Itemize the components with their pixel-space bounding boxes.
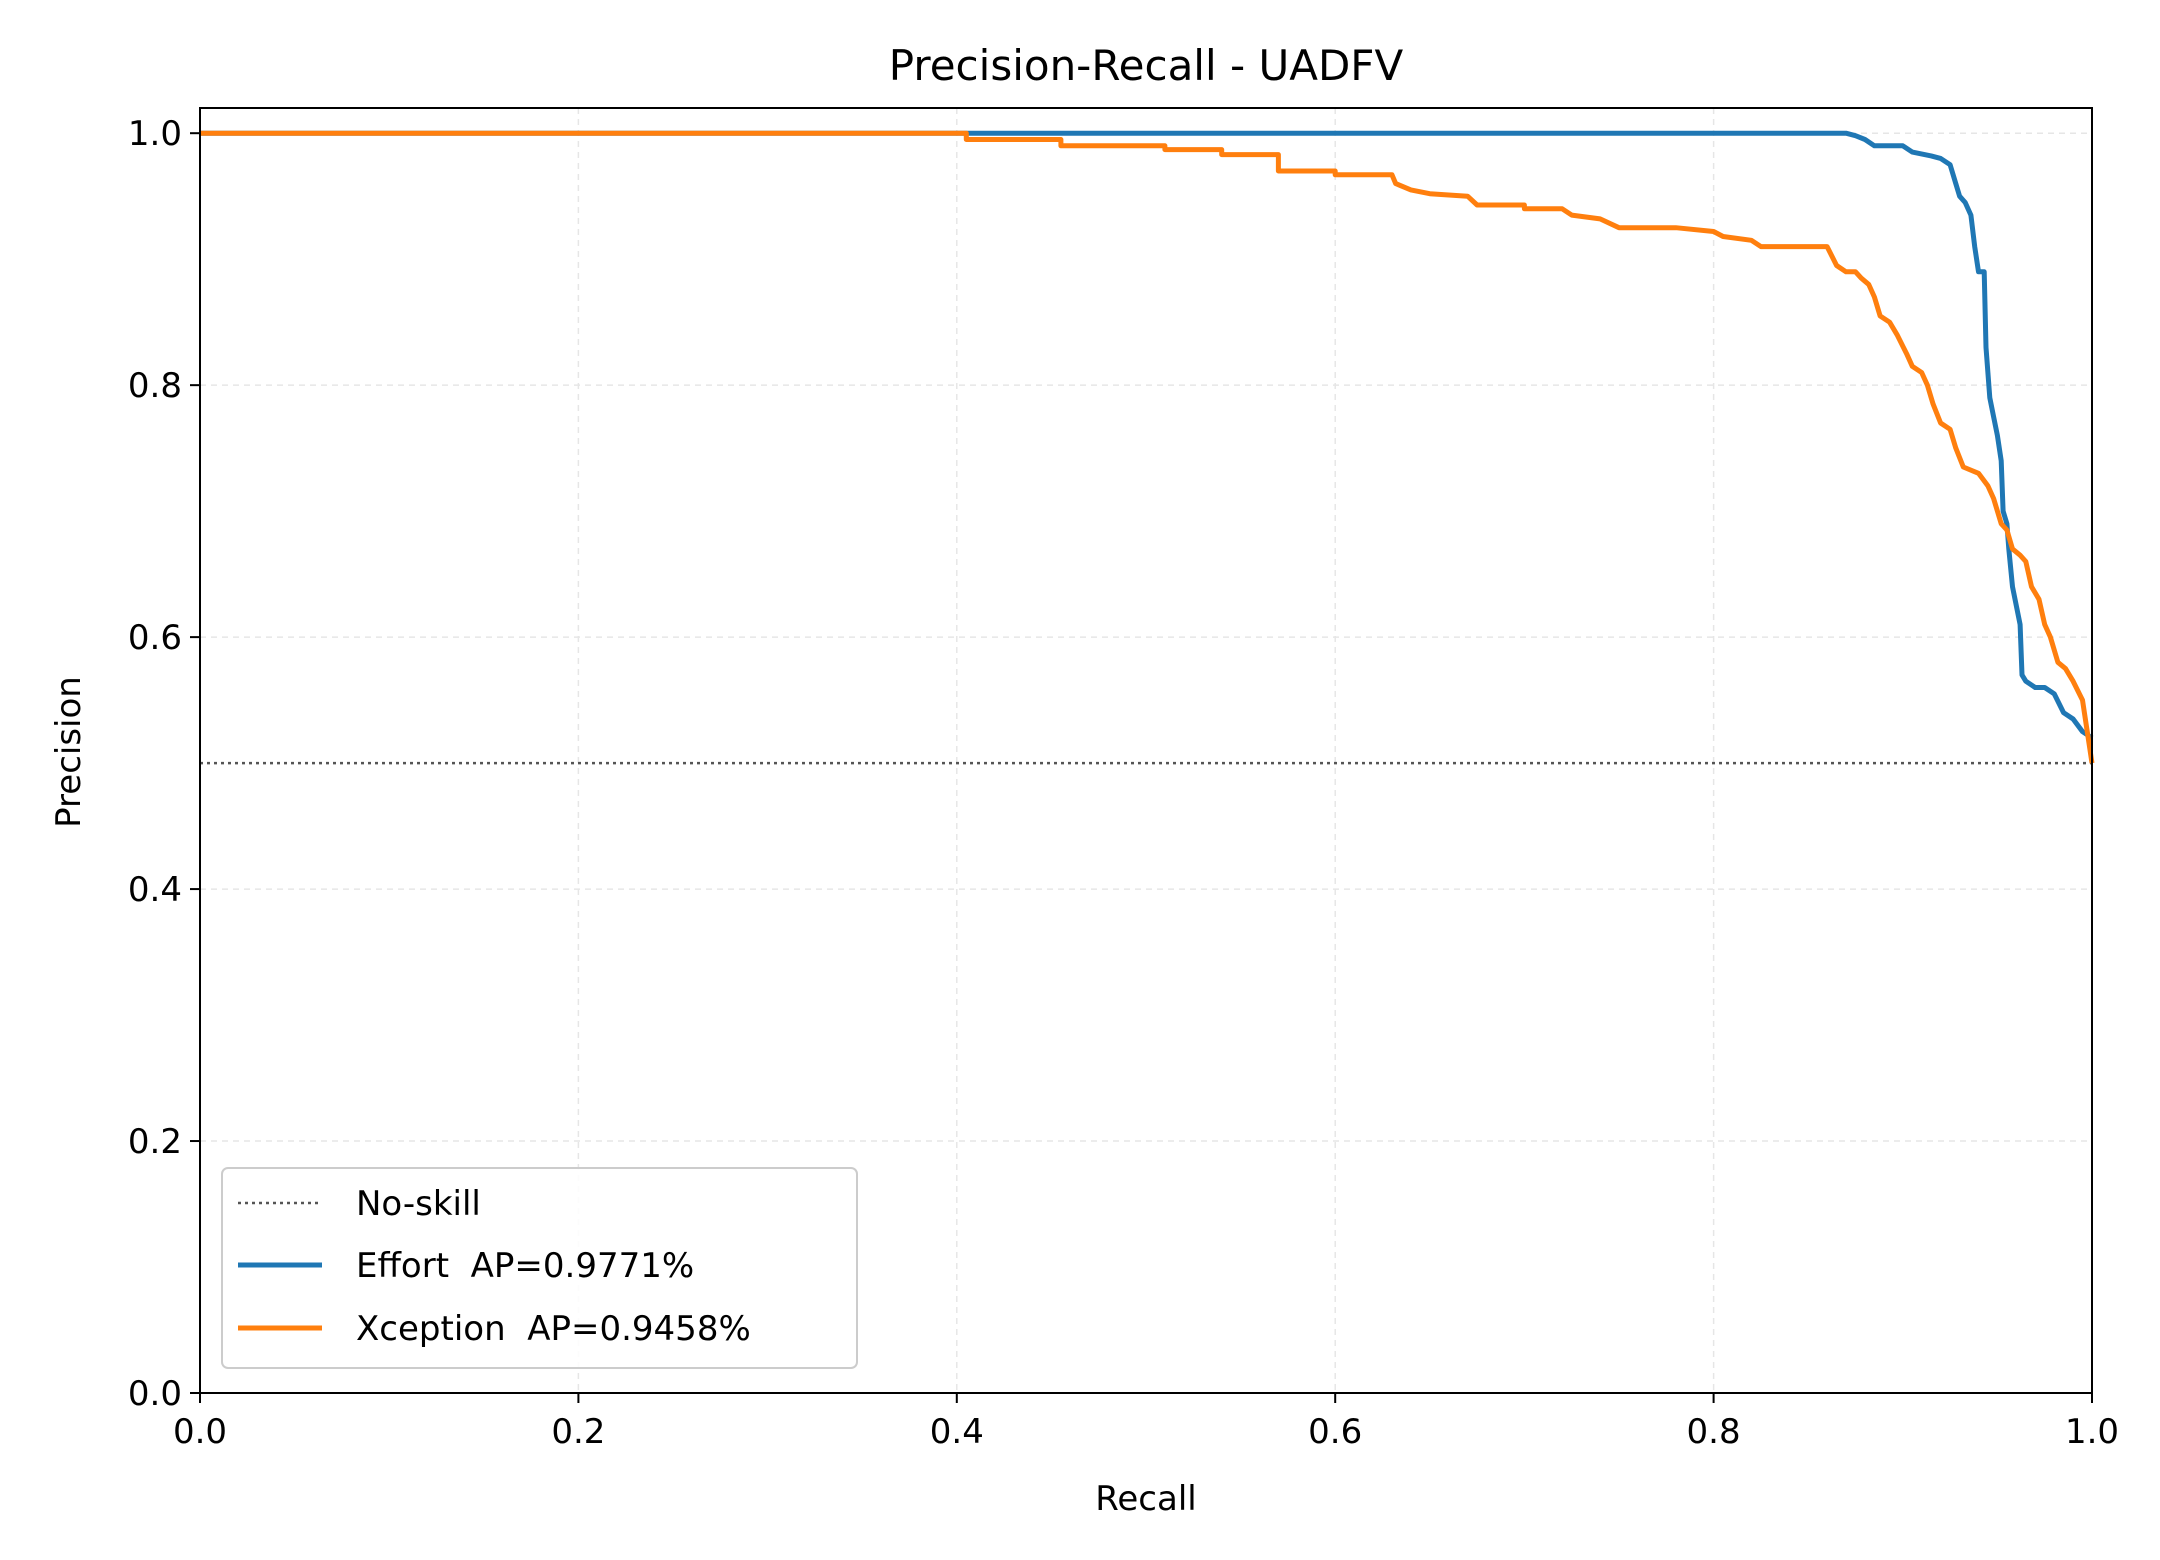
y-tick-label: 1.0 bbox=[128, 114, 182, 154]
y-tick-label: 0.4 bbox=[128, 870, 182, 910]
legend: No-skill Effort AP=0.9771% Xception AP=0… bbox=[221, 1167, 858, 1369]
y-tick-label: 0.8 bbox=[128, 366, 182, 406]
x-tick-label: 0.8 bbox=[1687, 1412, 1741, 1452]
y-tick-label: 0.6 bbox=[128, 618, 182, 658]
y-tick-label: 0.2 bbox=[128, 1122, 182, 1162]
x-tick-label: 1.0 bbox=[2065, 1412, 2119, 1452]
chart-title: Precision-Recall - UADFV bbox=[889, 41, 1404, 90]
legend-box bbox=[221, 1167, 858, 1369]
legend-label-effort: Effort AP=0.9771% bbox=[356, 1246, 694, 1286]
plot-frame bbox=[199, 107, 2093, 1394]
series-layer bbox=[200, 130, 2095, 764]
x-tick-label: 0.6 bbox=[1308, 1412, 1362, 1452]
x-axis: 0.0 0.2 0.4 0.6 0.8 1.0 bbox=[173, 1393, 2119, 1452]
legend-label-no-skill: No-skill bbox=[356, 1184, 481, 1224]
x-axis-label: Recall bbox=[1095, 1479, 1196, 1519]
x-tick-label: 0.0 bbox=[173, 1412, 227, 1452]
series-line-xception bbox=[200, 130, 2095, 764]
x-tick-label: 0.4 bbox=[930, 1412, 984, 1452]
y-axis-label: Precision bbox=[49, 676, 89, 828]
x-tick-label: 0.2 bbox=[551, 1412, 605, 1452]
legend-label-xception: Xception AP=0.9458% bbox=[356, 1309, 751, 1349]
y-tick-label: 0.0 bbox=[128, 1374, 182, 1414]
y-axis: 0.0 0.2 0.4 0.6 0.8 1.0 bbox=[128, 114, 200, 1414]
series-line-effort bbox=[200, 130, 2094, 740]
